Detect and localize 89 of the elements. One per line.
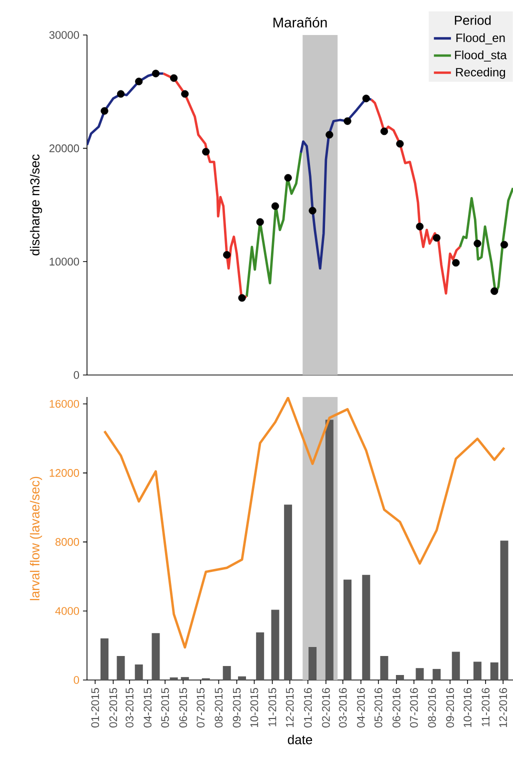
bar [416,668,424,680]
y-tick-label: 8000 [55,538,80,546]
y-tick-label: 20000 [49,144,80,152]
bar [152,633,160,680]
x-tick-label: 09-2015 [232,688,241,728]
x-tick-label: 02-2015 [109,688,118,728]
x-tick-label: 03-2016 [338,688,347,728]
bar [238,676,246,680]
point [271,202,280,210]
line-series [103,396,506,649]
bar [100,638,108,680]
bar [473,662,482,680]
y-tick-label: 16000 [50,400,80,408]
point [474,240,482,248]
legend-label: Flood_en [456,33,505,44]
y-tick-label: 10000 [50,258,80,266]
bar [432,668,441,680]
point [170,74,178,82]
x-tick-label: 07-2015 [196,688,205,728]
point [135,78,143,86]
x-tick-label: 01-2016 [304,688,312,728]
x-tick-label: 05-2016 [374,688,382,728]
point [326,130,334,139]
y-axis-title: larval flow (lavae/sec) [30,476,42,600]
legend-label: Flood_sta [455,50,507,62]
bar [284,504,292,680]
x-tick-label: 03-2015 [126,688,134,728]
x-tick-label: 11-2015 [268,688,276,726]
bar [170,677,178,680]
legend-label: Receding [456,68,506,79]
point [396,140,404,148]
bar [396,674,404,680]
x-tick-label: 06-2016 [392,688,400,728]
bar [222,666,231,680]
point [284,174,292,182]
x-tick-label: 10-2015 [250,688,258,728]
point [432,234,440,242]
bar [452,652,460,680]
x-tick-label: 12-2015 [286,688,294,728]
y-tick-label: 30000 [49,31,80,39]
point [256,218,264,226]
bar [256,632,264,680]
point [344,117,352,125]
x-tick-label: 08-2015 [214,688,223,728]
x-tick-label: 11-2016 [482,688,490,726]
point [223,251,231,259]
x-tick-label: 01-2015 [91,688,100,728]
point [117,90,125,98]
x-tick-label: 02-2016 [322,688,330,728]
point [490,287,498,295]
legend-title: Period [454,15,491,25]
x-tick-label: 08-2016 [428,688,436,728]
x-tick-label: 09-2016 [446,688,454,728]
y-axis-title: discharge m3/sec [30,154,42,256]
x-tick-label: 12-2016 [499,688,507,728]
x-tick-label: 04-2016 [357,688,365,728]
y-tick-label: 12000 [50,469,80,477]
bar [362,574,370,680]
bar [134,664,143,680]
bar [490,662,498,680]
x-tick-label: 10-2016 [464,688,472,728]
bar [380,656,388,680]
x-tick-label: 07-2016 [410,688,418,728]
y-tick-label: 4000 [55,607,80,615]
bar [325,420,334,680]
point [380,128,388,136]
y-tick-label: 0 [74,371,80,379]
chart-title: Marañón [274,17,327,28]
point [362,94,370,102]
point [181,90,189,98]
bar [116,656,125,680]
point [202,148,210,156]
bar [180,677,189,680]
bar [271,610,280,680]
point [238,294,246,302]
point [152,70,160,78]
bar [500,540,508,680]
x-tick-label: 05-2015 [161,688,169,728]
point [452,258,460,267]
x-tick-label: 06-2015 [179,688,188,728]
x-axis-title: date [288,734,312,744]
y-tick-label: 0 [74,676,80,684]
point [308,206,316,214]
point [500,240,508,248]
x-tick-label: 04-2015 [144,688,152,728]
point [100,107,108,115]
point [416,222,424,230]
bar [343,580,352,680]
bar [308,647,317,680]
